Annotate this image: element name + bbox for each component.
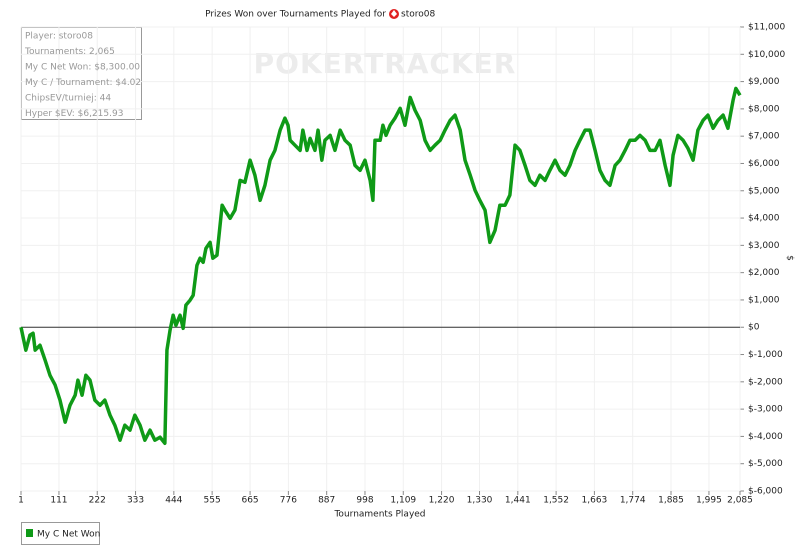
x-axis-label: Tournaments Played: [333, 510, 425, 520]
x-tick-label: 1,552: [543, 496, 569, 506]
x-tick-label: 1,330: [467, 496, 493, 506]
x-tick-label: 887: [318, 496, 335, 506]
y-tick-label: $4,000: [748, 214, 780, 224]
stats-line: Hyper $EV: $6,215.93: [25, 109, 123, 119]
x-tick-label: 1: [18, 496, 24, 506]
x-tick-label: 1,109: [390, 496, 416, 506]
x-tick-label: 2,085: [727, 496, 753, 506]
x-tick-label: 1,995: [696, 496, 722, 506]
y-tick-label: $0: [748, 323, 760, 333]
y-tick-label: $1,000: [748, 295, 780, 305]
stats-line: Player: storo08: [25, 32, 93, 42]
stats-box: [21, 27, 142, 120]
y-tick-label: $10,000: [748, 50, 785, 60]
y-tick-label: $11,000: [748, 23, 785, 33]
y-tick-label: $-4,000: [748, 432, 783, 442]
x-tick-label: 776: [280, 496, 297, 506]
x-tick-label: 333: [127, 496, 144, 506]
x-tick-label: 665: [241, 496, 258, 506]
y-tick-label: $-6,000: [748, 487, 783, 497]
stats-line: My C Net Won: $8,300.00: [25, 63, 140, 73]
y-tick-label: $-5,000: [748, 459, 783, 469]
y-tick-label: $9,000: [748, 77, 780, 87]
x-tick-label: 555: [204, 496, 221, 506]
y-tick-label: $3,000: [748, 241, 780, 251]
x-tick-label: 111: [50, 496, 67, 506]
x-tick-label: 1,441: [505, 496, 531, 506]
x-tick-label: 1,220: [429, 496, 455, 506]
legend-label: My C Net Won: [37, 530, 100, 540]
legend-box: [21, 522, 100, 545]
chart-player: storo08: [401, 10, 435, 20]
player-icon: [389, 9, 399, 19]
stats-line: My C / Tournament: $4.02: [25, 78, 141, 88]
data-line: [19, 86, 742, 445]
stats-line: Tournaments: 2,065: [24, 47, 115, 57]
stats-line: ChipsEV/turniej: 44: [25, 94, 111, 104]
legend-swatch: [26, 529, 33, 537]
y-tick-label: $-1,000: [748, 350, 783, 360]
y-tick-label: $6,000: [748, 159, 780, 169]
y-tick-label: $5,000: [748, 186, 780, 196]
y-tick-label: $2,000: [748, 268, 780, 278]
x-tick-label: 1,774: [620, 496, 646, 506]
y-axis-label: $: [785, 255, 795, 261]
watermark: POKERTRACKER: [254, 47, 517, 80]
y-tick-label: $7,000: [748, 132, 780, 142]
x-tick-label: 1,663: [582, 496, 608, 506]
y-tick-label: $8,000: [748, 104, 780, 114]
y-tick-label: $-3,000: [748, 405, 783, 415]
chart-title: Prizes Won over Tournaments Played for: [205, 10, 386, 20]
x-tick-label: 1,885: [658, 496, 684, 506]
x-tick-label: 222: [89, 496, 106, 506]
x-tick-label: 998: [356, 496, 373, 506]
y-tick-label: $-2,000: [748, 377, 783, 387]
x-tick-label: 444: [165, 496, 182, 506]
